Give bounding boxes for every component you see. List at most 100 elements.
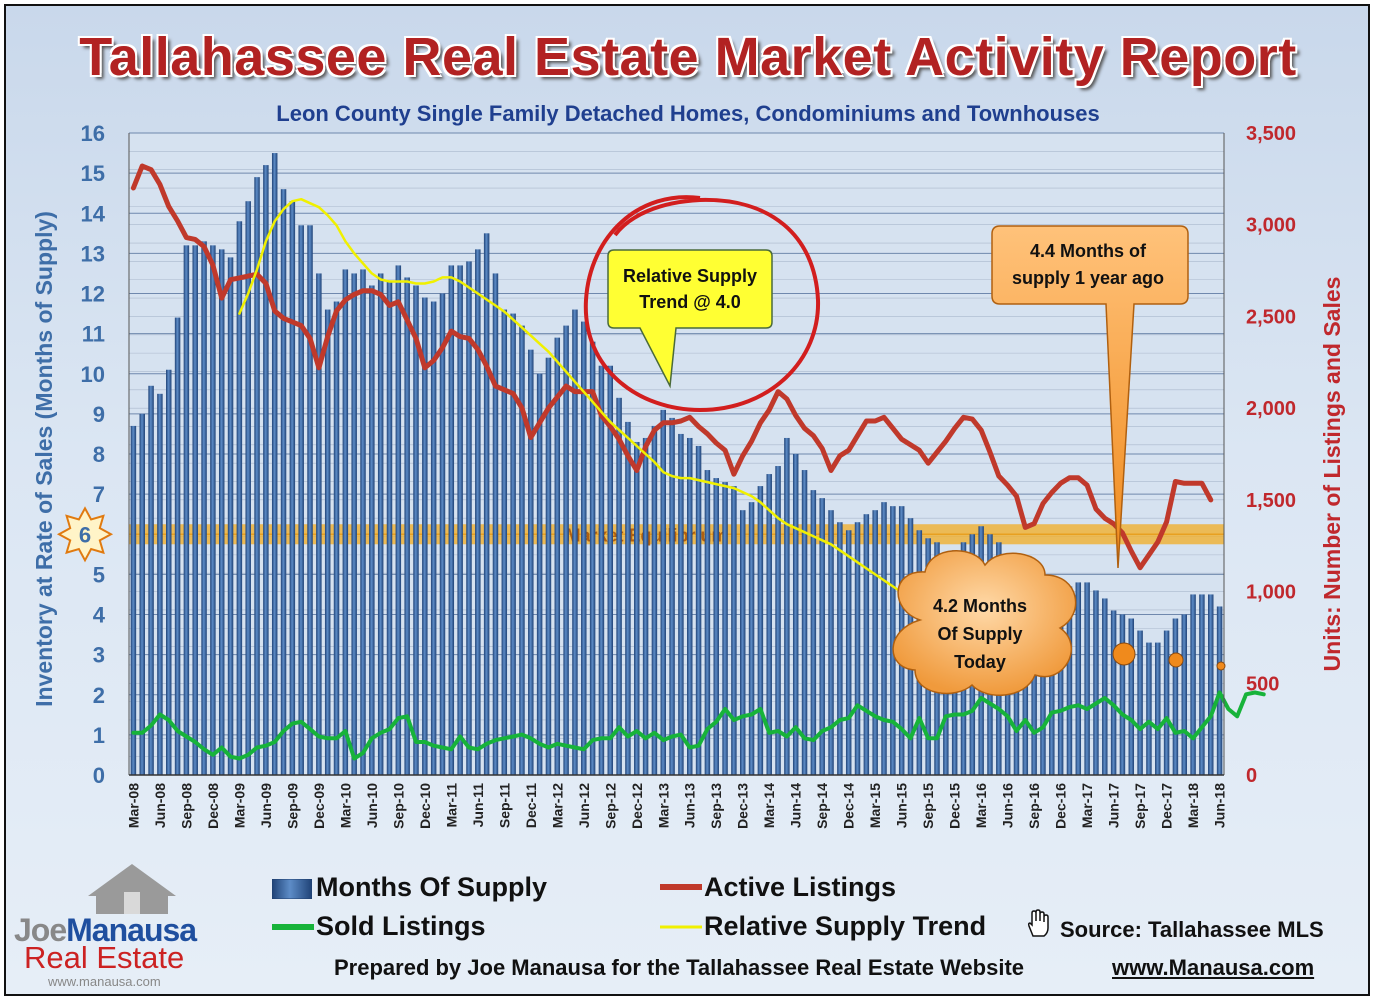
months-of-supply-bar — [1110, 610, 1117, 775]
today-callout-text-1: 4.2 Months — [933, 596, 1027, 616]
months-of-supply-bar — [263, 165, 269, 776]
months-of-supply-bar — [828, 510, 834, 775]
months-of-supply-bar — [731, 486, 737, 775]
x-tick-label: Sep-17 — [1132, 783, 1148, 829]
left-tick-label: 7 — [93, 482, 105, 507]
left-tick-label: 13 — [81, 241, 105, 266]
months-of-supply-bar — [1190, 594, 1196, 775]
relative-supply-callout-text-2: Trend @ 4.0 — [639, 292, 741, 312]
x-tick-label: Mar-08 — [125, 783, 141, 828]
relative-supply-callout-text-1: Relative Supply — [623, 266, 757, 286]
logo-joe-text: Joe — [14, 912, 67, 948]
x-tick-label: Jun-15 — [894, 783, 910, 828]
months-of-supply-bar — [201, 241, 207, 775]
left-tick-label: 1 — [93, 723, 105, 748]
months-of-supply-bar — [130, 425, 137, 775]
x-tick-label: Sep-11 — [496, 783, 512, 828]
months-of-supply-bar — [881, 502, 887, 775]
months-of-supply-bar — [757, 486, 764, 775]
months-of-supply-bar — [166, 369, 172, 775]
months-of-supply-bar — [1181, 614, 1187, 775]
left-tick-label: 10 — [81, 362, 105, 387]
x-tick-label: Jun-09 — [258, 783, 274, 828]
months-of-supply-bar — [519, 325, 525, 775]
months-of-supply-bar — [581, 321, 587, 775]
axes: 01234578910111213141516605001,0001,5002,… — [31, 121, 1345, 829]
months-of-supply-bar — [501, 309, 508, 775]
x-tick-label: Jun-17 — [1106, 783, 1122, 828]
thought-bubble-medium — [1168, 652, 1184, 668]
months-of-supply-bar — [289, 201, 296, 775]
months-of-supply-bar — [1137, 630, 1143, 775]
x-tick-label: Mar-16 — [973, 783, 989, 828]
months-of-supply-bar — [687, 437, 693, 775]
months-of-supply-bar — [254, 177, 260, 775]
legend-active-swatch — [660, 884, 702, 890]
months-of-supply-bar — [625, 421, 631, 775]
left-tick-label: 9 — [93, 402, 105, 427]
x-tick-label: Dec-12 — [629, 783, 645, 829]
left-tick-label: 16 — [81, 121, 105, 146]
year-ago-callout-box — [991, 225, 1189, 569]
right-tick-label: 2,500 — [1246, 306, 1296, 328]
left-tick-label: 15 — [81, 161, 105, 186]
months-of-supply-bar — [739, 510, 746, 775]
x-tick-label: Sep-13 — [708, 783, 724, 829]
months-of-supply-bar — [157, 393, 163, 775]
active-listings-line — [130, 163, 1214, 571]
x-tick-label: Mar-15 — [867, 783, 883, 828]
months-of-supply-bar — [678, 433, 684, 775]
x-tick-label: Jun-13 — [682, 783, 698, 828]
x-tick-label: Sep-16 — [1026, 783, 1042, 829]
months-of-supply-bar — [634, 441, 640, 775]
x-tick-label: Mar-14 — [761, 783, 777, 828]
months-of-supply-bar — [227, 257, 234, 775]
months-of-supply-bar — [695, 445, 702, 775]
months-of-supply-bar — [722, 482, 728, 775]
left-tick-label: 14 — [81, 201, 106, 226]
months-of-supply-bar — [801, 470, 808, 775]
sold-listings-line — [131, 690, 1266, 761]
months-of-supply-bar — [845, 530, 852, 775]
months-of-supply-bar — [669, 417, 675, 775]
red-circle-highlight — [583, 195, 821, 413]
x-tick-label: Dec-15 — [947, 783, 963, 829]
x-tick-label: Sep-12 — [602, 783, 618, 829]
months-of-supply-bar — [1093, 590, 1099, 775]
x-tick-label: Jun-14 — [788, 783, 804, 828]
year-ago-callout-text-1: 4.4 Months of — [1030, 241, 1147, 261]
equilibrium-star-icon — [56, 506, 114, 563]
x-tick-label: Dec-08 — [205, 783, 221, 829]
months-of-supply-bar — [422, 297, 428, 775]
months-of-supply-bar — [775, 466, 781, 775]
months-of-supply-bar — [466, 261, 472, 775]
x-tick-label: Dec-10 — [417, 783, 433, 829]
months-of-supply-bar — [448, 265, 455, 775]
months-of-supply-bar — [395, 265, 402, 775]
left-tick-label: 2 — [93, 683, 105, 708]
months-of-supply-bar — [784, 437, 790, 775]
months-of-supply-bar — [280, 189, 287, 776]
months-of-supply-bar — [660, 409, 666, 775]
logo-real-estate: Real Estate — [24, 940, 185, 975]
website-link[interactable]: www.Manausa.com — [1112, 955, 1315, 980]
x-tick-label: Mar-17 — [1079, 783, 1095, 828]
right-tick-label: 0 — [1246, 765, 1257, 787]
months-of-supply-bar — [642, 437, 649, 775]
months-of-supply-bar — [810, 490, 817, 775]
months-of-supply-bar — [377, 273, 384, 775]
relative-supply-callout-box — [607, 249, 773, 389]
right-tick-label: 1,500 — [1246, 490, 1296, 512]
months-of-supply-bar — [333, 301, 340, 775]
months-of-supply-bar — [1163, 630, 1170, 775]
months-of-supply-bar — [651, 425, 658, 775]
left-tick-label: 3 — [93, 643, 105, 668]
months-of-supply-bar — [616, 397, 622, 775]
months-of-supply-bar — [766, 474, 772, 775]
legend-active-listings: Active Listings — [704, 872, 897, 902]
months-of-supply-bar — [483, 233, 490, 775]
months-of-supply-bar — [1128, 618, 1135, 775]
right-tick-label: 3,500 — [1246, 123, 1296, 145]
months-of-supply-bar — [1146, 642, 1152, 775]
